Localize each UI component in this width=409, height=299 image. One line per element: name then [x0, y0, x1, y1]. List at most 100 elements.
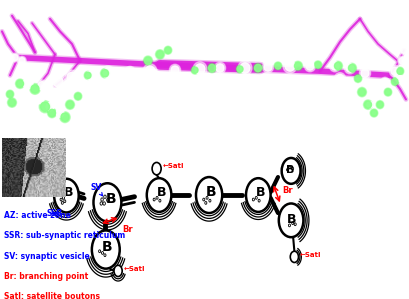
- Circle shape: [397, 56, 405, 65]
- Text: B: B: [286, 213, 296, 226]
- Circle shape: [126, 68, 134, 76]
- Circle shape: [381, 78, 387, 85]
- Text: SV: synaptic vesicle: SV: synaptic vesicle: [4, 252, 90, 261]
- Circle shape: [12, 54, 18, 61]
- Circle shape: [143, 64, 157, 78]
- Circle shape: [143, 56, 152, 65]
- Circle shape: [195, 64, 204, 74]
- Circle shape: [36, 80, 47, 92]
- Circle shape: [47, 108, 56, 118]
- Circle shape: [39, 101, 51, 113]
- Circle shape: [395, 74, 403, 83]
- Circle shape: [152, 162, 161, 175]
- Circle shape: [362, 100, 372, 109]
- Circle shape: [84, 69, 95, 81]
- Circle shape: [100, 68, 109, 78]
- Text: AZ: active zone: AZ: active zone: [4, 211, 71, 220]
- Circle shape: [54, 179, 79, 213]
- Circle shape: [396, 75, 402, 82]
- Circle shape: [284, 61, 294, 71]
- Circle shape: [86, 71, 94, 80]
- Circle shape: [207, 63, 216, 73]
- Text: ←Satl: ←Satl: [162, 163, 184, 169]
- Circle shape: [370, 110, 376, 116]
- Circle shape: [16, 79, 25, 89]
- Circle shape: [114, 265, 122, 277]
- Circle shape: [7, 91, 13, 97]
- Circle shape: [93, 183, 121, 222]
- Circle shape: [18, 56, 26, 65]
- Circle shape: [373, 88, 381, 97]
- Circle shape: [171, 66, 179, 74]
- Circle shape: [34, 94, 45, 105]
- Text: Satl: satellite boutons: Satl: satellite boutons: [4, 292, 100, 299]
- Circle shape: [400, 47, 406, 53]
- Circle shape: [254, 64, 261, 72]
- Circle shape: [23, 97, 37, 112]
- Circle shape: [84, 71, 92, 80]
- Circle shape: [51, 74, 65, 89]
- Circle shape: [21, 92, 29, 100]
- Circle shape: [294, 62, 301, 70]
- Text: ←Satl: ←Satl: [299, 252, 321, 258]
- Text: Br: branching point: Br: branching point: [4, 272, 88, 281]
- Circle shape: [11, 53, 19, 62]
- Circle shape: [65, 100, 74, 109]
- Text: B: B: [64, 186, 74, 199]
- Circle shape: [56, 109, 64, 117]
- Circle shape: [281, 158, 300, 184]
- Circle shape: [282, 59, 296, 73]
- Text: Br: Br: [122, 225, 133, 234]
- Text: B: B: [205, 185, 216, 199]
- Circle shape: [384, 89, 390, 95]
- Circle shape: [364, 101, 371, 108]
- Circle shape: [357, 87, 366, 97]
- Circle shape: [103, 68, 113, 78]
- Circle shape: [155, 50, 164, 59]
- Text: B: B: [101, 240, 112, 254]
- Circle shape: [239, 63, 249, 73]
- Circle shape: [31, 85, 39, 93]
- Circle shape: [48, 109, 55, 117]
- Circle shape: [346, 63, 356, 73]
- Circle shape: [390, 77, 398, 86]
- Circle shape: [44, 101, 56, 113]
- Circle shape: [191, 67, 198, 73]
- Text: B: B: [255, 186, 265, 199]
- Circle shape: [164, 46, 171, 54]
- Circle shape: [101, 70, 108, 77]
- Circle shape: [216, 64, 223, 72]
- Circle shape: [350, 100, 358, 109]
- Circle shape: [390, 67, 398, 75]
- Circle shape: [389, 65, 400, 77]
- Circle shape: [40, 102, 49, 112]
- Circle shape: [396, 68, 402, 74]
- Circle shape: [7, 98, 16, 107]
- Circle shape: [19, 90, 31, 102]
- Circle shape: [360, 69, 368, 77]
- Circle shape: [30, 83, 40, 94]
- Circle shape: [357, 109, 365, 117]
- Circle shape: [61, 113, 69, 121]
- Circle shape: [196, 177, 222, 213]
- Circle shape: [236, 65, 243, 73]
- Circle shape: [19, 57, 25, 64]
- Circle shape: [253, 63, 262, 73]
- Circle shape: [156, 51, 163, 58]
- Circle shape: [274, 62, 281, 70]
- Circle shape: [340, 88, 348, 96]
- Text: B: B: [105, 192, 116, 206]
- Text: B: B: [285, 165, 294, 175]
- Circle shape: [92, 231, 119, 269]
- Circle shape: [214, 62, 225, 74]
- Circle shape: [314, 62, 320, 68]
- Circle shape: [263, 63, 271, 71]
- Circle shape: [236, 66, 243, 72]
- Circle shape: [369, 109, 377, 117]
- Circle shape: [6, 90, 14, 98]
- Text: Br: Br: [281, 186, 292, 195]
- Circle shape: [334, 62, 341, 70]
- Circle shape: [355, 107, 367, 119]
- Circle shape: [164, 47, 171, 53]
- Circle shape: [305, 62, 313, 70]
